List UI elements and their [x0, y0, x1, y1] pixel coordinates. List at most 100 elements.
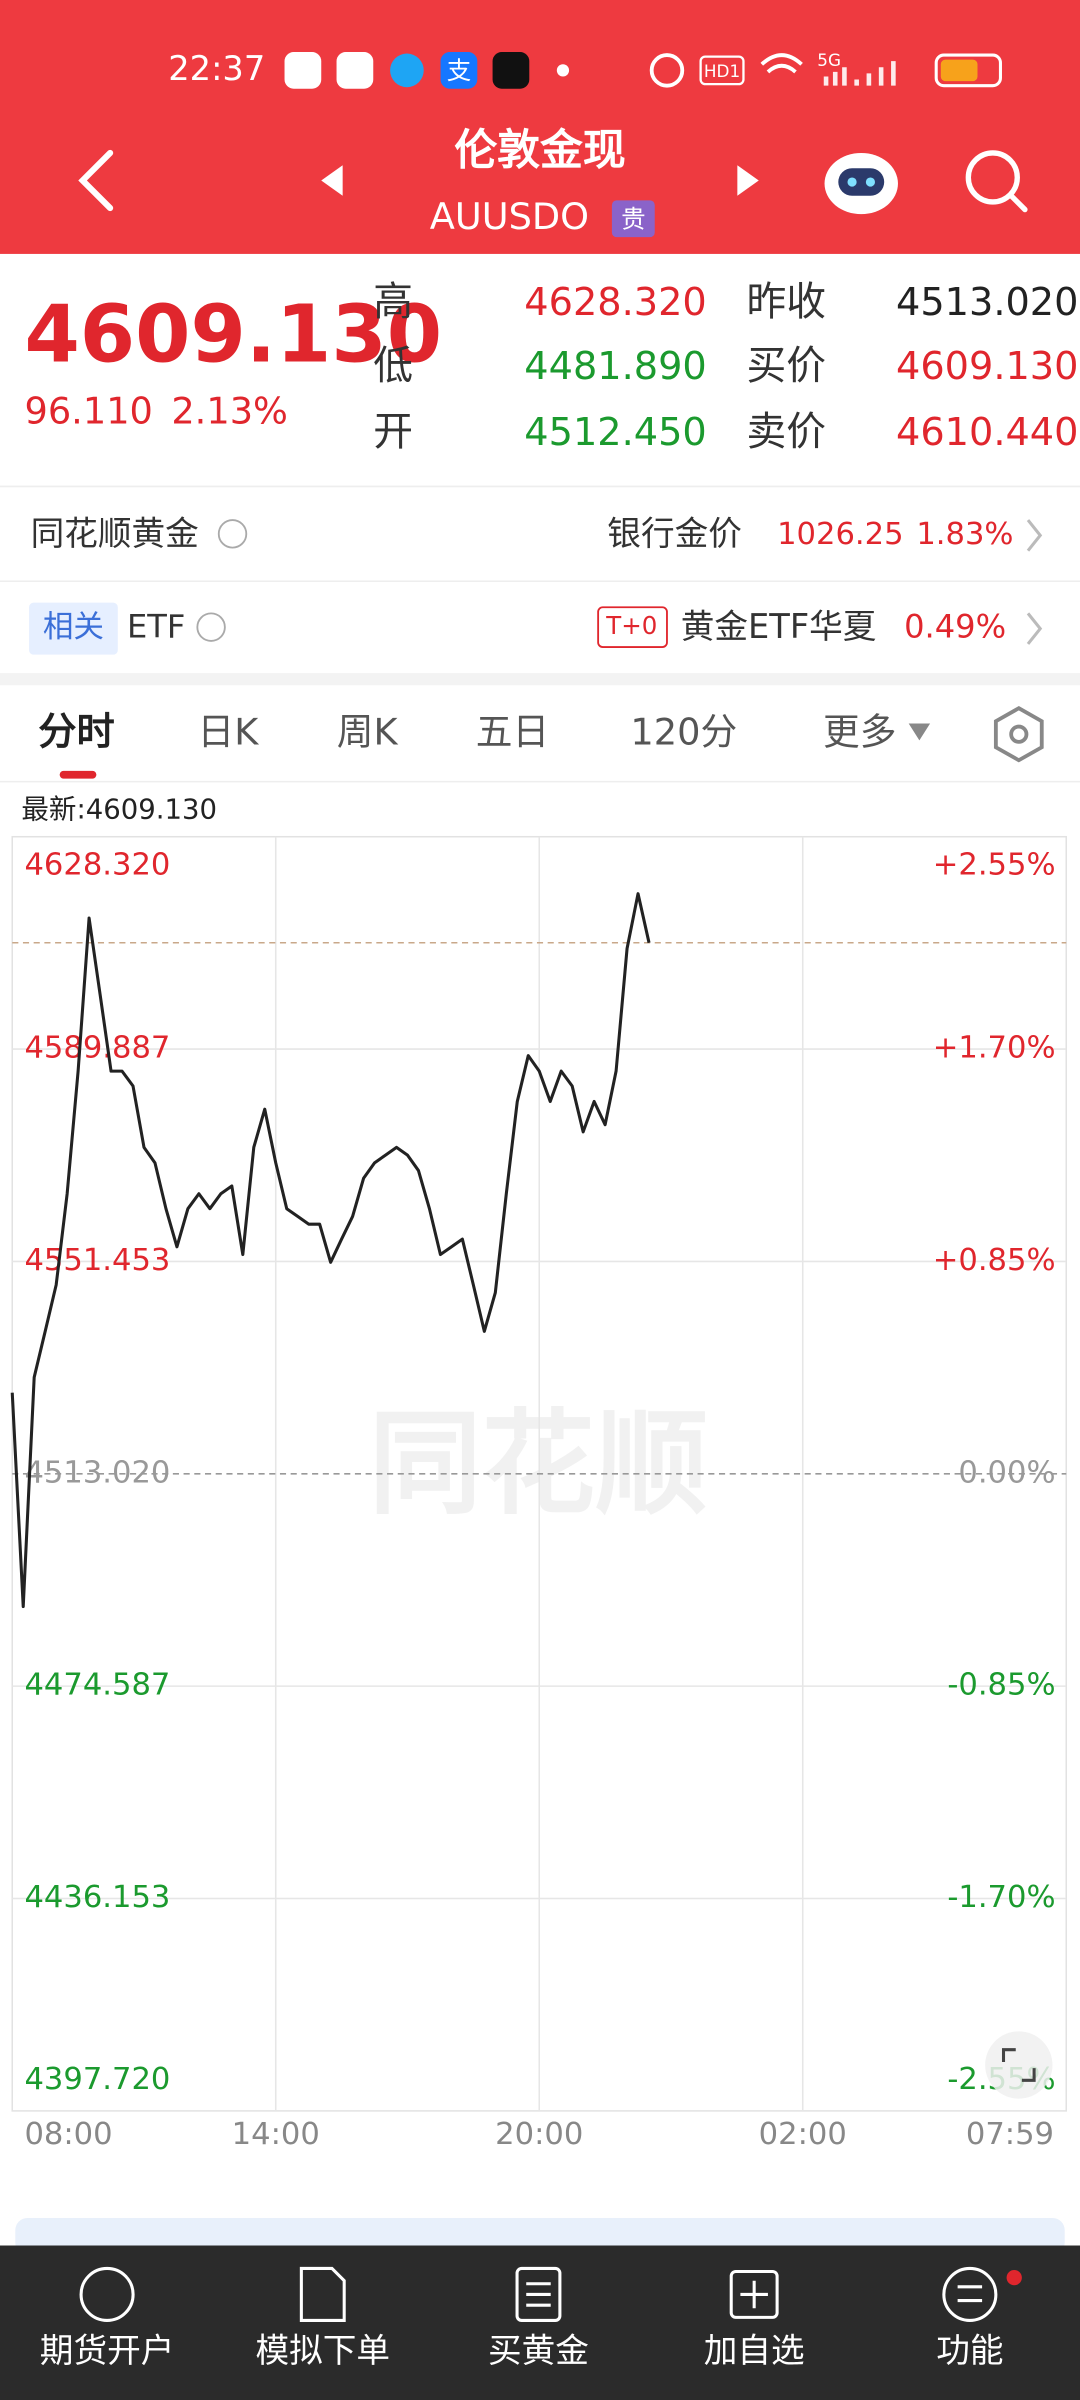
etf-name: ETF — [127, 608, 185, 646]
app-icon — [336, 52, 374, 89]
tag-box — [611, 200, 655, 238]
x-tick-label: 08:00 — [24, 2117, 112, 2152]
watermark: 同花顺 — [369, 1398, 709, 1530]
prev-button[interactable] — [321, 165, 343, 196]
nav-icon — [526, 2282, 551, 2307]
chevron — [1026, 519, 1043, 552]
app-icon — [284, 52, 322, 89]
battery — [934, 53, 1002, 88]
help-icon — [196, 612, 226, 642]
tab[interactable]: 更多 — [823, 711, 896, 754]
band — [0, 673, 1080, 686]
tab[interactable]: 五日 — [476, 711, 549, 754]
y2-tick-label: +2.55% — [933, 847, 1056, 882]
wifi-icon — [760, 53, 803, 74]
gold-name: 同花顺黄金 — [31, 514, 199, 553]
robot-button[interactable] — [824, 152, 898, 215]
search-button[interactable] — [965, 150, 1028, 213]
field-value: 4513.020 — [896, 281, 1078, 325]
tab[interactable]: 周K — [337, 711, 399, 754]
etf-pct: 0.49% — [904, 608, 1006, 646]
field-value: 4609.130 — [896, 345, 1078, 389]
nav-item[interactable]: 加自选 — [704, 2269, 805, 2371]
nav-icon — [79, 2266, 135, 2322]
tab[interactable]: 120分 — [630, 711, 737, 754]
nav-label: 模拟下单 — [255, 2331, 390, 2370]
search-icon — [1008, 193, 1028, 213]
header-tag: 贵 — [621, 204, 645, 233]
field-value: 4512.450 — [524, 411, 706, 455]
header-code: AUUSDO — [430, 195, 589, 238]
field-label: 高 — [373, 279, 413, 325]
latest-label: 最新:4609.130 — [21, 794, 217, 826]
gold-label: 银行金价 — [607, 514, 742, 553]
robot-face — [838, 168, 885, 196]
nav-item[interactable]: 模拟下单 — [255, 2266, 390, 2370]
nav-label: 期货开户 — [40, 2331, 175, 2370]
tab[interactable]: 日K — [198, 711, 260, 754]
y2-tick-label: -1.70% — [947, 1880, 1055, 1915]
field-value: 4481.890 — [524, 345, 706, 389]
app-icon — [440, 52, 478, 89]
settings-button[interactable] — [993, 706, 1044, 763]
tab[interactable]: 分时 — [38, 711, 114, 755]
header-title: 伦敦金现 — [454, 125, 625, 175]
search-icon — [965, 150, 1020, 205]
y2-tick-label: 0.00% — [958, 1455, 1055, 1490]
settings-icon — [1009, 724, 1029, 744]
plot: 08:00 14:00 20:00 02:00 07:59 4628.320 4589.88… — [10, 836, 1067, 2152]
badge-box — [597, 606, 668, 648]
network-text: 5G — [817, 50, 841, 70]
next-button[interactable] — [737, 165, 759, 196]
quote-price: 4609.130 — [24, 288, 442, 381]
alarm-icon — [649, 53, 685, 88]
y-tick-label: 4513.020 — [24, 1455, 170, 1490]
field-label: 开 — [373, 409, 413, 455]
chevron — [1026, 612, 1043, 645]
robot-eye — [847, 177, 857, 187]
y-tick-label: 4474.587 — [24, 1668, 170, 1703]
gold-row[interactable]: 同花顺黄金 银行金价 1026.25 1.83% — [31, 514, 1043, 553]
notify-dot — [1006, 2269, 1022, 2286]
back-button[interactable] — [78, 149, 114, 212]
hd-box — [699, 55, 745, 86]
y-tick-label: 4397.720 — [24, 2062, 170, 2097]
hd-text: HD1 — [704, 61, 740, 81]
nav-icon — [740, 2280, 768, 2309]
field-label: 卖价 — [747, 409, 827, 455]
app-icon — [492, 52, 530, 89]
nav-icon — [729, 2269, 779, 2319]
app-icon — [390, 53, 424, 88]
nav-label: 买黄金 — [488, 2331, 589, 2370]
field-label: 买价 — [747, 343, 827, 389]
quote-change: 96.110 — [24, 390, 152, 433]
nav-label: 加自选 — [704, 2331, 805, 2370]
field-label: 低 — [373, 343, 413, 389]
nav-item[interactable]: 买黄金 — [488, 2266, 589, 2370]
nav-icon — [957, 2285, 983, 2303]
dot — [556, 64, 570, 77]
field-value: 4628.320 — [524, 281, 706, 325]
fullscreen-icon — [1001, 2048, 1036, 2082]
etf-row[interactable]: 相关 ETF T+0 黄金ETF华夏 0.49% — [29, 602, 1043, 655]
y2-tick-label: -0.85% — [947, 1668, 1055, 1703]
header-bg — [0, 0, 1080, 254]
robot-eye — [865, 177, 876, 187]
etf-tag: 相关 — [43, 610, 104, 645]
nav-item[interactable]: 期货开户 — [40, 2266, 175, 2370]
nav-icon — [515, 2266, 562, 2322]
status-time: 22:37 — [168, 49, 265, 88]
x-tick-label: 14:00 — [232, 2117, 320, 2152]
gold-price: 1026.25 — [777, 517, 903, 552]
y-tick-label: 4551.453 — [24, 1243, 170, 1278]
battery-level — [940, 59, 978, 82]
fullscreen-button[interactable] — [985, 2031, 1053, 2099]
nav-icon — [299, 2266, 346, 2322]
y2-tick-label: +1.70% — [933, 1031, 1056, 1066]
nav-icon — [942, 2266, 998, 2322]
pay-icon-text: 支 — [447, 56, 471, 85]
nav-item[interactable]: 功能 — [936, 2266, 1022, 2370]
quote-change-pct: 2.13% — [171, 390, 288, 433]
